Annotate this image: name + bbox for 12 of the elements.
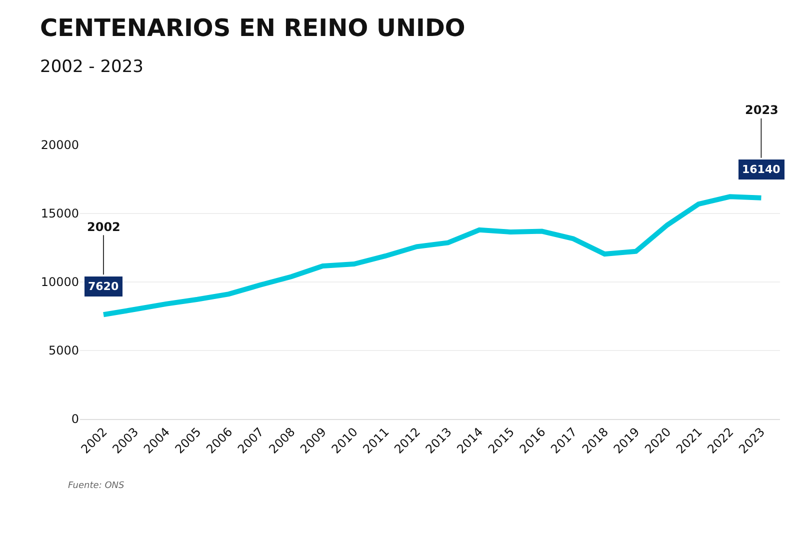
chart-subtitle: 2002 - 2023 [40,57,144,77]
source-note: Fuente: ONS [68,481,125,491]
chart-title: CENTENARIOS EN REINO UNIDO [40,14,466,42]
annotation: 2002 [87,220,120,234]
y-tick-label: 10000 [40,275,79,290]
y-tick-label: 5000 [48,344,79,358]
annotation: 16140 [742,163,781,176]
annotation: 2023 [745,103,778,117]
annotation: 7620 [88,280,119,293]
y-tick-label: 20000 [40,138,79,152]
y-tick-label: 0 [71,412,79,426]
y-tick-label: 15000 [40,206,79,221]
